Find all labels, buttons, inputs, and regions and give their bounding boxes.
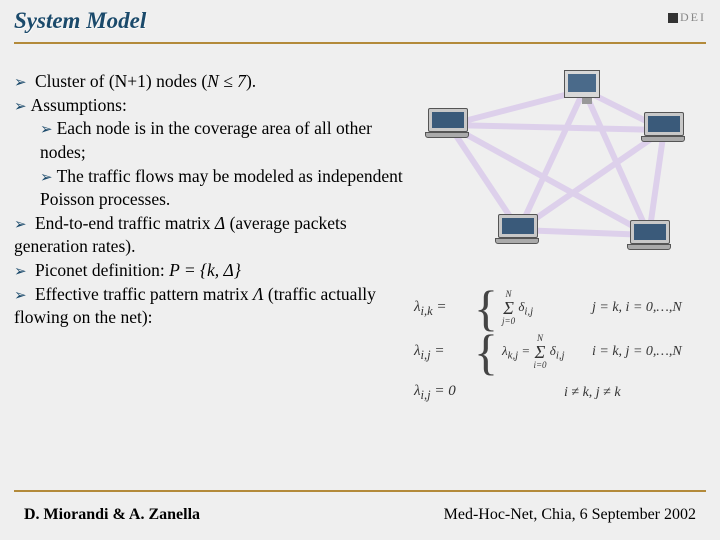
text: Piconet definition: bbox=[35, 260, 169, 280]
sub: i,j bbox=[421, 348, 431, 362]
logo-badge: DEI bbox=[668, 10, 706, 25]
network-diagram bbox=[424, 70, 704, 270]
bullet-sub-coverage: Each node is in the coverage area of all… bbox=[14, 117, 414, 164]
bullet-assumptions: Assumptions: bbox=[14, 94, 414, 118]
laptop-icon bbox=[644, 112, 690, 146]
sub: i,k bbox=[421, 304, 433, 318]
text: Cluster of (N+1) nodes ( bbox=[35, 71, 207, 91]
symbol-lambda: Λ bbox=[253, 284, 264, 304]
equation-row-3: λi,j = 0 i ≠ k, j ≠ k bbox=[414, 378, 704, 407]
equation-row-1: λi,k = { N Σ j=0 δi,j j = k, i = 0,…,N bbox=[414, 290, 704, 326]
math-piconet: P = {k, Δ} bbox=[169, 260, 241, 280]
bullet-effective: Effective traffic pattern matrix Λ (traf… bbox=[14, 283, 414, 330]
laptop-icon bbox=[428, 108, 474, 142]
condition: i ≠ k, j ≠ k bbox=[564, 380, 621, 405]
symbol-delta: Δ bbox=[215, 213, 225, 233]
bullet-cluster: Cluster of (N+1) nodes (N ≤ 7). bbox=[14, 70, 414, 94]
footer-divider bbox=[14, 490, 706, 492]
footer-venue: Med-Hoc-Net, Chia, 6 September 2002 bbox=[444, 506, 696, 524]
midsub: k,j bbox=[508, 350, 519, 362]
sum-sub: i=0 bbox=[533, 361, 546, 370]
sum-sub: j=0 bbox=[502, 317, 515, 326]
bullet-sub-poisson: The traffic flows may be modeled as inde… bbox=[14, 165, 414, 212]
sigma-icon: Σ bbox=[503, 298, 514, 318]
footer: D. Miorandi & A. Zanella Med-Hoc-Net, Ch… bbox=[0, 506, 720, 524]
condition: j = k, i = 0,…,N bbox=[592, 295, 682, 320]
bullet-piconet: Piconet definition: P = {k, Δ} bbox=[14, 259, 414, 283]
condition: i = k, j = 0,…,N bbox=[592, 339, 682, 364]
val: = 0 bbox=[431, 383, 456, 399]
eq: = bbox=[433, 299, 447, 315]
right-column: λi,k = { N Σ j=0 δi,j j = k, i = 0,…,N λ… bbox=[414, 70, 704, 415]
math-expr: N ≤ 7 bbox=[207, 71, 246, 91]
laptop-icon bbox=[630, 220, 676, 254]
text: ). bbox=[246, 71, 256, 91]
bodysub: i,j bbox=[556, 350, 565, 362]
bodysub: i,j bbox=[524, 306, 533, 318]
desktop-icon bbox=[564, 70, 610, 104]
text: Effective traffic pattern matrix bbox=[35, 284, 253, 304]
slide-title: System Model bbox=[14, 8, 706, 34]
footer-authors: D. Miorandi & A. Zanella bbox=[24, 506, 200, 524]
equation-row-2: λi,j = { λk,j = N Σ i=0 δi,j i = k, j = … bbox=[414, 334, 704, 370]
text: End-to-end traffic matrix bbox=[35, 213, 215, 233]
laptop-icon bbox=[498, 214, 544, 248]
equations-block: λi,k = { N Σ j=0 δi,j j = k, i = 0,…,N λ… bbox=[414, 290, 704, 407]
sigma-icon: Σ bbox=[535, 342, 546, 362]
content-area: Cluster of (N+1) nodes (N ≤ 7). Assumpti… bbox=[0, 44, 720, 415]
bullet-end2end: End-to-end traffic matrix Δ (average pac… bbox=[14, 212, 414, 259]
sub: i,j bbox=[421, 388, 431, 402]
bullet-list: Cluster of (N+1) nodes (N ≤ 7). Assumpti… bbox=[14, 70, 414, 415]
